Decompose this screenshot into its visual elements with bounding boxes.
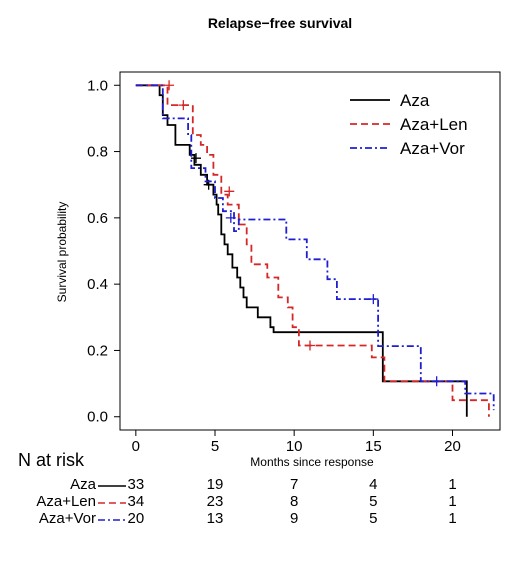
x-tick-label: 10 xyxy=(286,438,303,455)
censor-mark xyxy=(431,376,442,387)
x-tick-label: 20 xyxy=(444,438,461,455)
risk-value: 4 xyxy=(369,476,377,493)
risk-row-label: Aza+Vor xyxy=(39,510,96,527)
risk-value: 13 xyxy=(207,510,224,527)
risk-value: 7 xyxy=(290,476,298,493)
censor-mark xyxy=(224,186,235,197)
censor-mark xyxy=(191,153,201,164)
risk-value: 1 xyxy=(448,476,456,493)
risk-value: 5 xyxy=(369,510,377,527)
curve-aza-vor xyxy=(135,84,495,411)
censor-mark xyxy=(225,212,236,223)
risk-value: 20 xyxy=(127,510,144,527)
plot-frame xyxy=(119,71,501,431)
curve-aza-len xyxy=(135,84,490,417)
y-tick-label: 0.8 xyxy=(87,144,108,161)
risk-row-label: Aza+Len xyxy=(36,493,96,510)
risk-row-label: Aza xyxy=(70,476,97,493)
y-tick-label: 0.2 xyxy=(87,342,108,359)
risk-value: 19 xyxy=(207,476,224,493)
survival-curves xyxy=(135,80,495,417)
x-tick-label: 0 xyxy=(132,438,140,455)
y-tick-label: 1.0 xyxy=(87,77,108,94)
censor-mark xyxy=(164,80,175,91)
legend: Aza Aza+Len Aza+Vor xyxy=(350,91,468,158)
legend-label: Aza xyxy=(400,91,430,110)
x-axis-label: Months since response xyxy=(250,455,374,469)
risk-value: 9 xyxy=(290,510,298,527)
risk-value: 1 xyxy=(448,510,456,527)
risk-value: 33 xyxy=(127,476,144,493)
censor-mark xyxy=(368,294,379,305)
axes: 0.0 0.2 0.4 0.6 0.8 1.0 0 5 10 15 20 xyxy=(87,71,501,455)
risk-value: 1 xyxy=(448,493,456,510)
legend-label: Aza+Len xyxy=(400,115,468,134)
y-tick-label: 0.4 xyxy=(87,276,108,293)
risk-value: 23 xyxy=(207,493,224,510)
risk-table-heading: N at risk xyxy=(18,450,85,470)
chart-title: Relapse−free survival xyxy=(208,15,352,31)
risk-value: 34 xyxy=(127,493,144,510)
censor-mark xyxy=(305,340,315,351)
y-tick-label: 0.6 xyxy=(87,210,108,227)
y-axis-label: Survival probability xyxy=(55,202,69,303)
x-tick-label: 15 xyxy=(365,438,382,455)
x-tick-label: 5 xyxy=(211,438,219,455)
censor-mark xyxy=(178,100,189,111)
y-tick-label: 0.0 xyxy=(87,409,108,426)
curve-aza xyxy=(135,84,468,417)
legend-label: Aza+Vor xyxy=(400,139,465,158)
risk-value: 5 xyxy=(369,493,377,510)
risk-value: 8 xyxy=(290,493,298,510)
